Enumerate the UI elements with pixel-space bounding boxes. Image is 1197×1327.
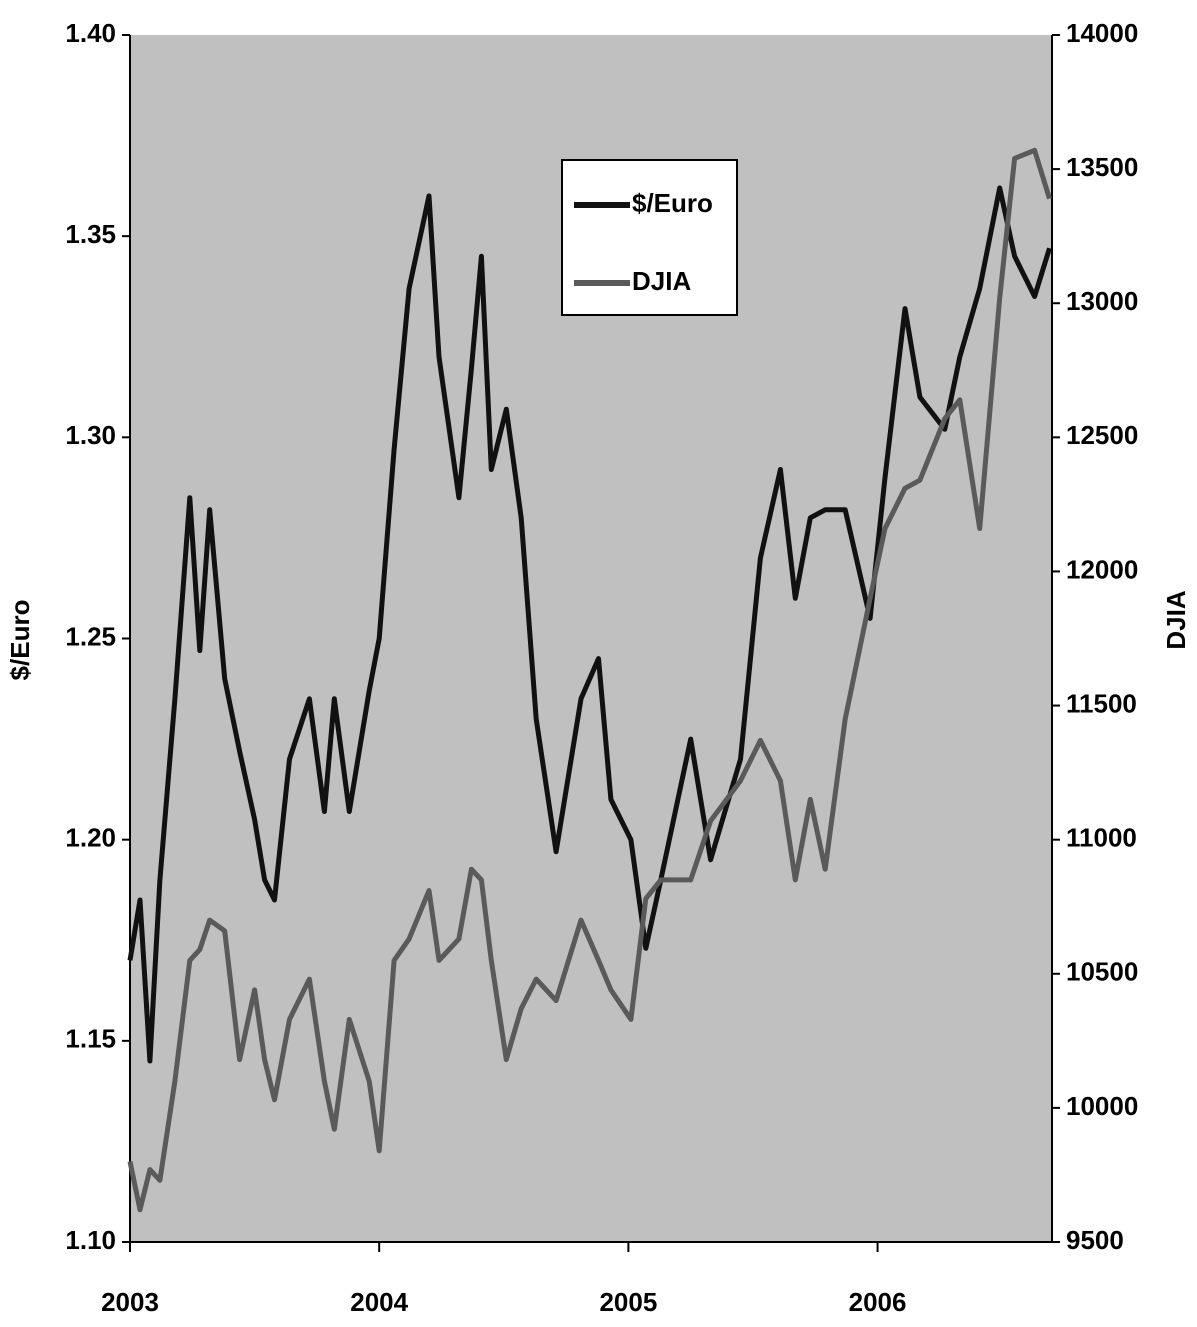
legend: $/Euro DJIA bbox=[561, 159, 738, 316]
series-line bbox=[127, 147, 1052, 1213]
legend-label: DJIA bbox=[632, 266, 691, 296]
y2-tick-label: 12500 bbox=[1066, 420, 1138, 450]
legend-box bbox=[561, 159, 738, 316]
x-tick-label: 2006 bbox=[849, 1287, 907, 1317]
y2-tick-label: 13500 bbox=[1066, 152, 1138, 182]
y-tick-label: 1.20 bbox=[65, 823, 116, 853]
y2-tick-label: 9500 bbox=[1066, 1225, 1124, 1255]
y-axis-title: $/Euro bbox=[5, 600, 35, 681]
x-tick-label: 2003 bbox=[101, 1287, 159, 1317]
y2-tick-label: 12000 bbox=[1066, 554, 1138, 584]
x-tick-label: 2004 bbox=[350, 1287, 408, 1317]
y2-tick-label: 14000 bbox=[1066, 18, 1138, 48]
x-tick-label: 2005 bbox=[599, 1287, 657, 1317]
y-tick-label: 1.40 bbox=[65, 18, 116, 48]
y-tick-label: 1.10 bbox=[65, 1225, 116, 1255]
series-line bbox=[127, 185, 1052, 1064]
legend-label: $/Euro bbox=[632, 188, 713, 218]
y2-tick-label: 13000 bbox=[1066, 286, 1138, 316]
y2-tick-label: 10000 bbox=[1066, 1091, 1138, 1121]
y-tick-label: 1.25 bbox=[65, 621, 116, 651]
y2-axis-title: DJIA bbox=[1161, 590, 1191, 649]
y-tick-label: 1.15 bbox=[65, 1024, 116, 1054]
y-tick-label: 1.35 bbox=[65, 219, 116, 249]
y2-tick-label: 11000 bbox=[1066, 823, 1137, 853]
y2-tick-label: 10500 bbox=[1066, 957, 1138, 987]
y2-tick-label: 11500 bbox=[1066, 688, 1137, 718]
y-tick-label: 1.30 bbox=[65, 420, 116, 450]
